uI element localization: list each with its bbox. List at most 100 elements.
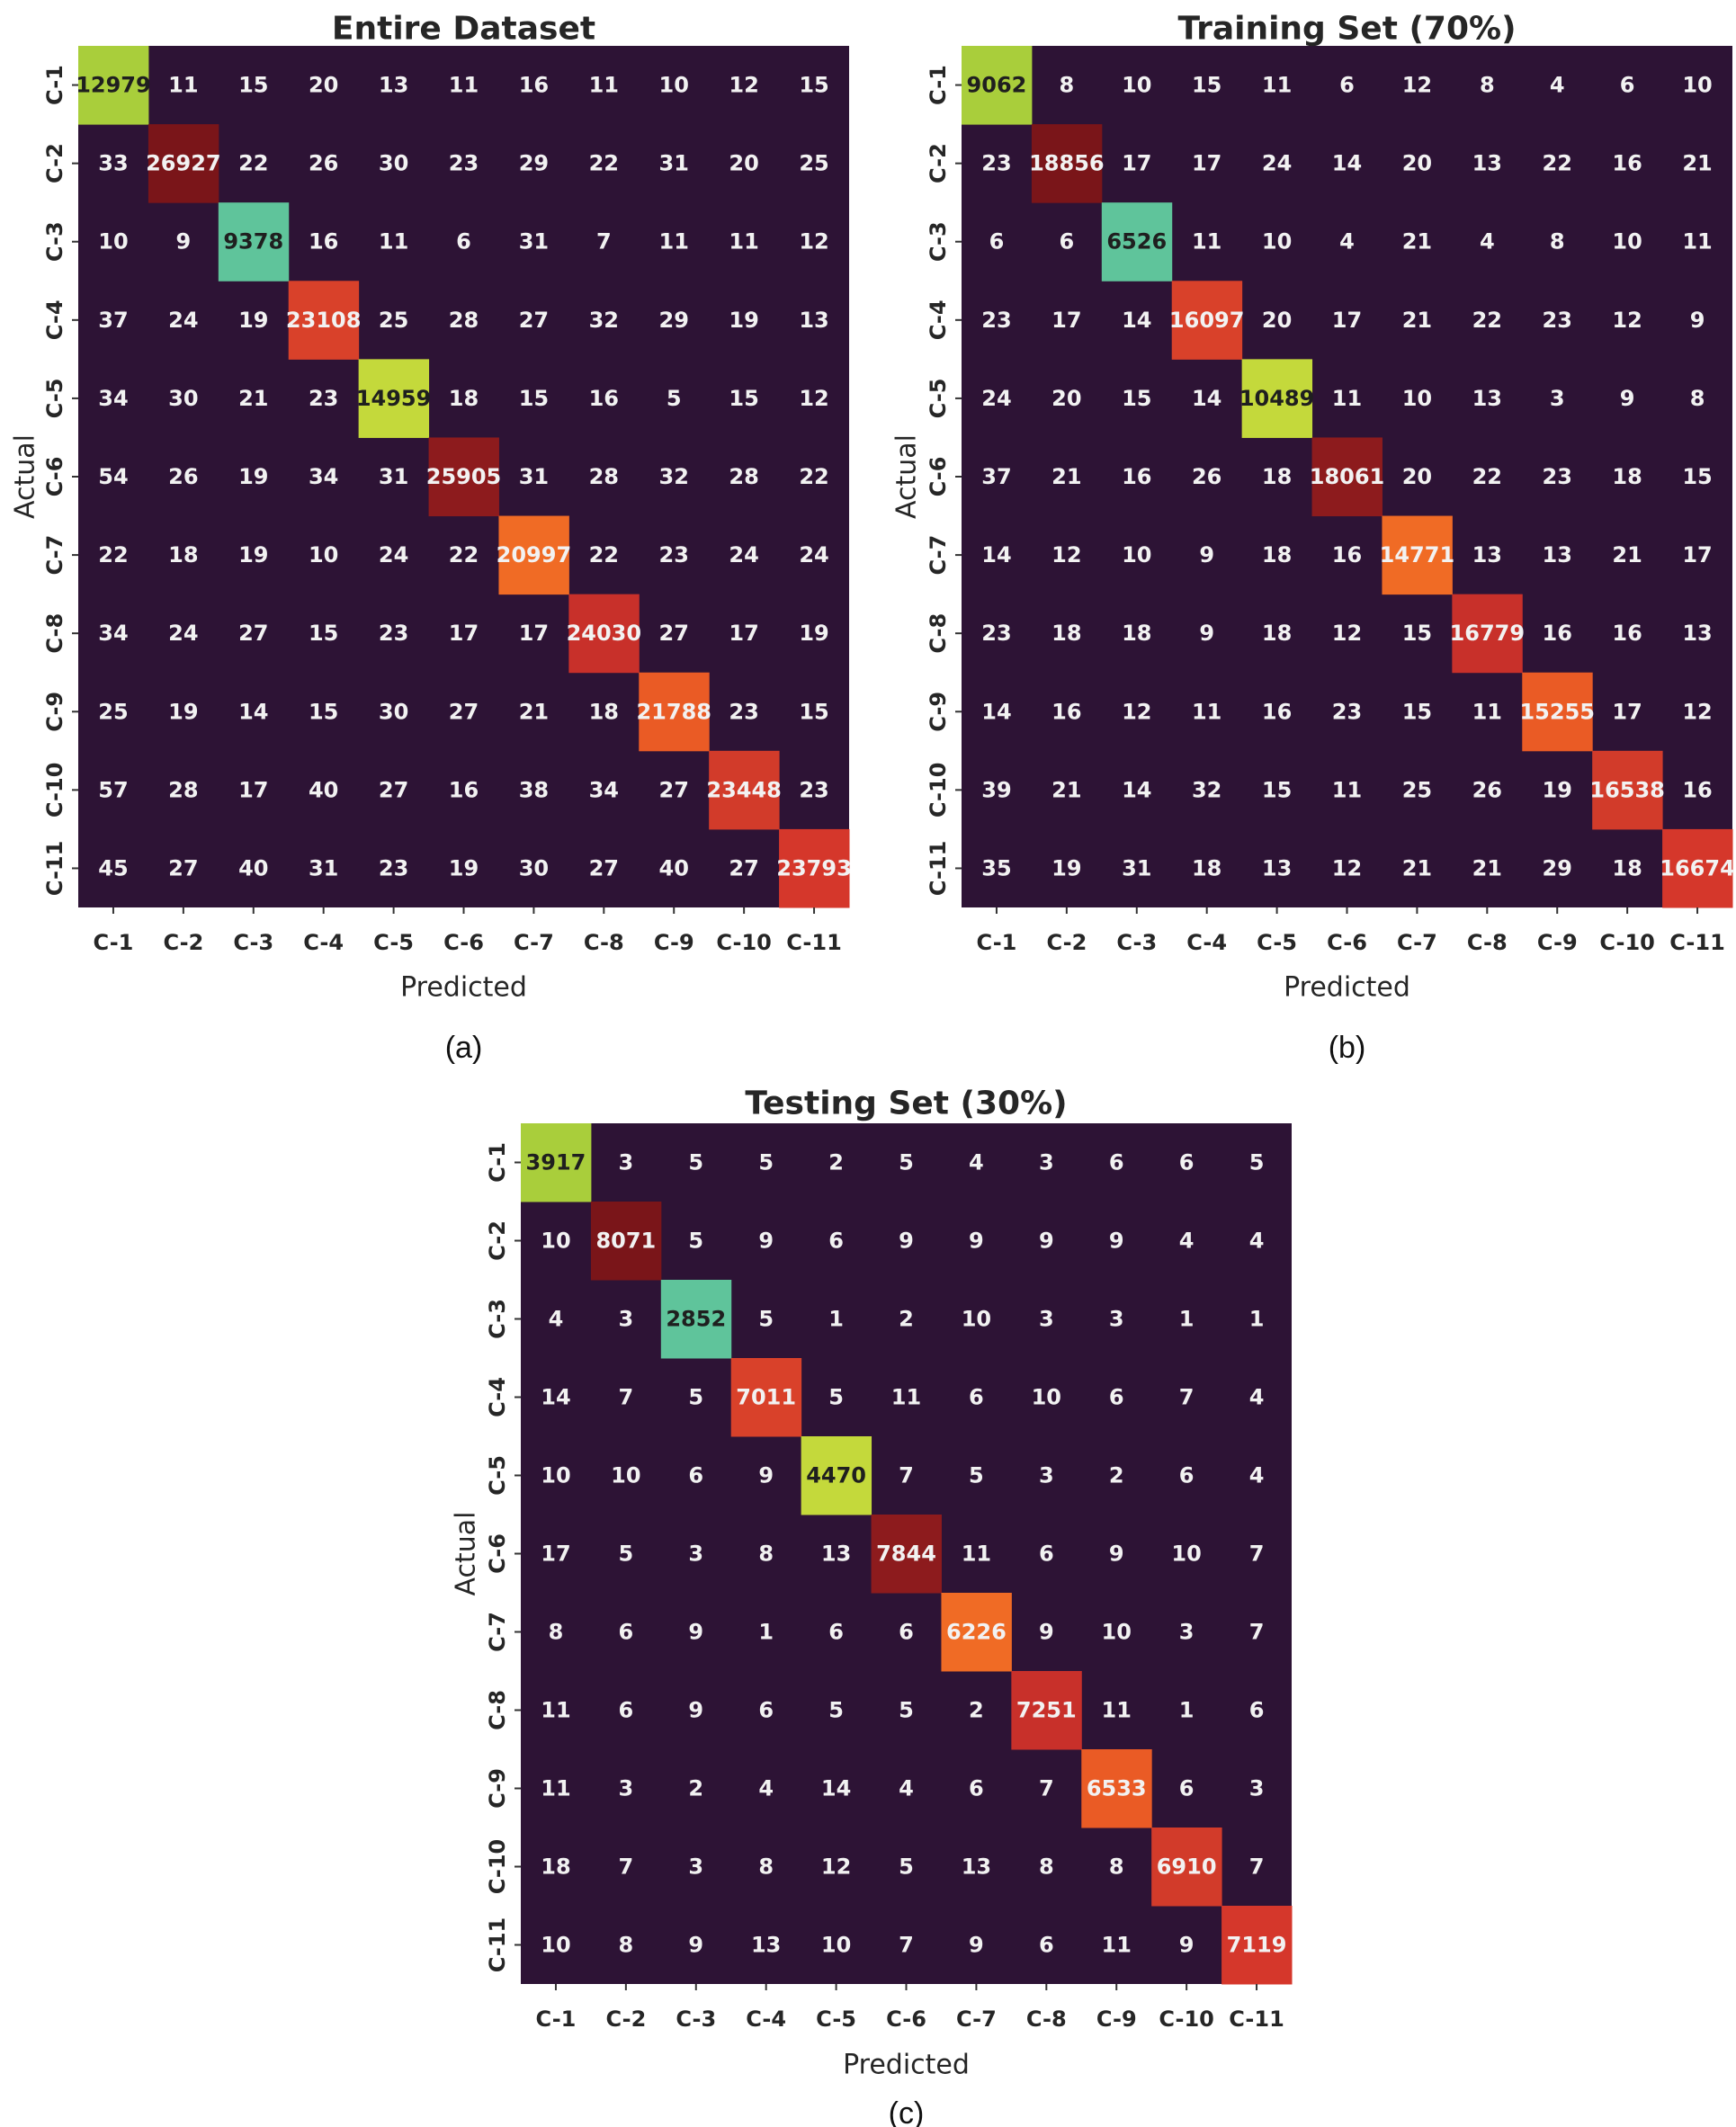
cell-value: 6 <box>619 1620 634 1645</box>
cell-value: 6 <box>456 229 471 255</box>
cell-value: 9 <box>1199 542 1214 567</box>
heatmap-cell <box>779 828 850 908</box>
x-tick-label: C-6 <box>443 930 484 955</box>
cell-value: 4470 <box>806 1463 866 1488</box>
heatmap-cell <box>1221 1906 1293 1985</box>
cell-value: 8 <box>1039 1854 1054 1880</box>
cell-value: 16 <box>519 73 549 98</box>
cell-value: 9 <box>1620 386 1635 411</box>
heatmap-cell <box>498 515 569 595</box>
cell-value: 17 <box>519 621 549 646</box>
cell-value: 21 <box>1682 151 1712 176</box>
cell-value: 14771 <box>1380 542 1455 567</box>
cell-value: 19 <box>729 308 758 333</box>
cell-value: 9378 <box>223 229 283 255</box>
cell-value: 6 <box>1039 1542 1054 1567</box>
x-tick-label: C-5 <box>816 2006 856 2032</box>
cell-value: 9 <box>969 1933 984 1958</box>
cell-value: 21 <box>1402 229 1432 255</box>
cell-value: 11 <box>1102 1933 1132 1958</box>
cell-value: 16 <box>1051 699 1081 724</box>
cell-value: 57 <box>98 777 128 802</box>
panel-caption: (b) <box>1329 1031 1366 1065</box>
cell-value: 11 <box>449 73 479 98</box>
cell-value: 8 <box>1060 73 1075 98</box>
cell-value: 7 <box>899 1933 914 1958</box>
cell-value: 16 <box>589 386 619 411</box>
cell-value: 8 <box>549 1620 564 1645</box>
cell-value: 24 <box>379 542 408 567</box>
cell-value: 19 <box>1543 777 1572 802</box>
cell-value: 10 <box>541 1933 570 1958</box>
heatmap-cell <box>730 1358 802 1437</box>
x-tick-label: C-2 <box>163 930 203 955</box>
x-tick-label: C-5 <box>373 930 414 955</box>
cell-value: 16779 <box>1450 621 1526 646</box>
cell-value: 23 <box>1543 308 1572 333</box>
cell-value: 20 <box>1402 151 1432 176</box>
cell-value: 24030 <box>567 621 642 646</box>
cell-value: 18 <box>1612 464 1642 489</box>
cell-value: 21 <box>1051 777 1081 802</box>
cell-value: 24 <box>981 386 1011 411</box>
cell-value: 22 <box>98 542 128 567</box>
cell-value: 8 <box>1550 229 1565 255</box>
cell-value: 4 <box>899 1776 914 1801</box>
cell-value: 9 <box>1109 1542 1124 1567</box>
heatmap-cell <box>1382 515 1453 595</box>
cell-value: 23 <box>981 621 1011 646</box>
cell-value: 31 <box>309 855 338 880</box>
cell-value: 11 <box>1332 777 1362 802</box>
cell-value: 3 <box>1550 386 1565 411</box>
cell-value: 9 <box>1179 1933 1195 1958</box>
cell-value: 5 <box>619 1542 634 1567</box>
heatmap-cell <box>1101 202 1173 282</box>
cell-value: 12 <box>1332 621 1362 646</box>
cell-value: 3 <box>1109 1307 1124 1332</box>
x-tick-label: C-6 <box>886 2006 926 2032</box>
cell-value: 18 <box>168 542 198 567</box>
y-tick-label: C-10 <box>42 763 67 818</box>
cell-value: 23 <box>1543 464 1572 489</box>
cell-value: 18 <box>1122 621 1151 646</box>
cell-value: 16 <box>1612 151 1642 176</box>
cell-value: 1 <box>1179 1307 1195 1332</box>
cell-value: 15 <box>1682 464 1712 489</box>
cell-value: 16 <box>1543 621 1572 646</box>
cell-value: 17 <box>238 777 268 802</box>
cell-value: 14 <box>238 699 268 724</box>
x-tick-label: C-8 <box>1467 930 1508 955</box>
heatmap-cell <box>1522 672 1593 752</box>
cell-value: 18 <box>1262 621 1292 646</box>
cell-value: 7 <box>1249 1620 1265 1645</box>
cell-value: 33 <box>98 151 128 176</box>
cell-value: 25905 <box>426 464 502 489</box>
heatmap-cell <box>941 1593 1012 1672</box>
y-tick-label: C-9 <box>926 692 951 732</box>
cell-value: 3 <box>619 1776 634 1801</box>
cell-value: 10 <box>309 542 338 567</box>
cell-value: 10 <box>1171 1542 1201 1567</box>
cell-value: 6 <box>1039 1933 1054 1958</box>
cell-value: 8 <box>758 1854 774 1880</box>
cell-value: 37 <box>98 308 128 333</box>
cell-value: 6 <box>989 229 1005 255</box>
x-tick-label: C-9 <box>1096 2006 1137 2032</box>
cell-value: 9 <box>1039 1229 1054 1254</box>
cell-value: 8 <box>1690 386 1705 411</box>
x-tick-label: C-10 <box>716 930 772 955</box>
cell-value: 18 <box>1262 464 1292 489</box>
y-tick-label: C-6 <box>926 457 951 497</box>
cell-value: 4 <box>1339 229 1355 255</box>
cell-value: 11 <box>1192 229 1221 255</box>
cell-value: 10 <box>821 1933 851 1958</box>
chart-title: Testing Set (30%) <box>745 1086 1067 1122</box>
cell-value: 28 <box>729 464 758 489</box>
cell-value: 6 <box>1060 229 1075 255</box>
cell-value: 18061 <box>1310 464 1385 489</box>
x-tick-label: C-7 <box>514 930 554 955</box>
cell-value: 15 <box>799 73 828 98</box>
cell-value: 23108 <box>286 308 362 333</box>
cell-value: 17 <box>1122 151 1151 176</box>
cell-value: 23 <box>379 621 408 646</box>
